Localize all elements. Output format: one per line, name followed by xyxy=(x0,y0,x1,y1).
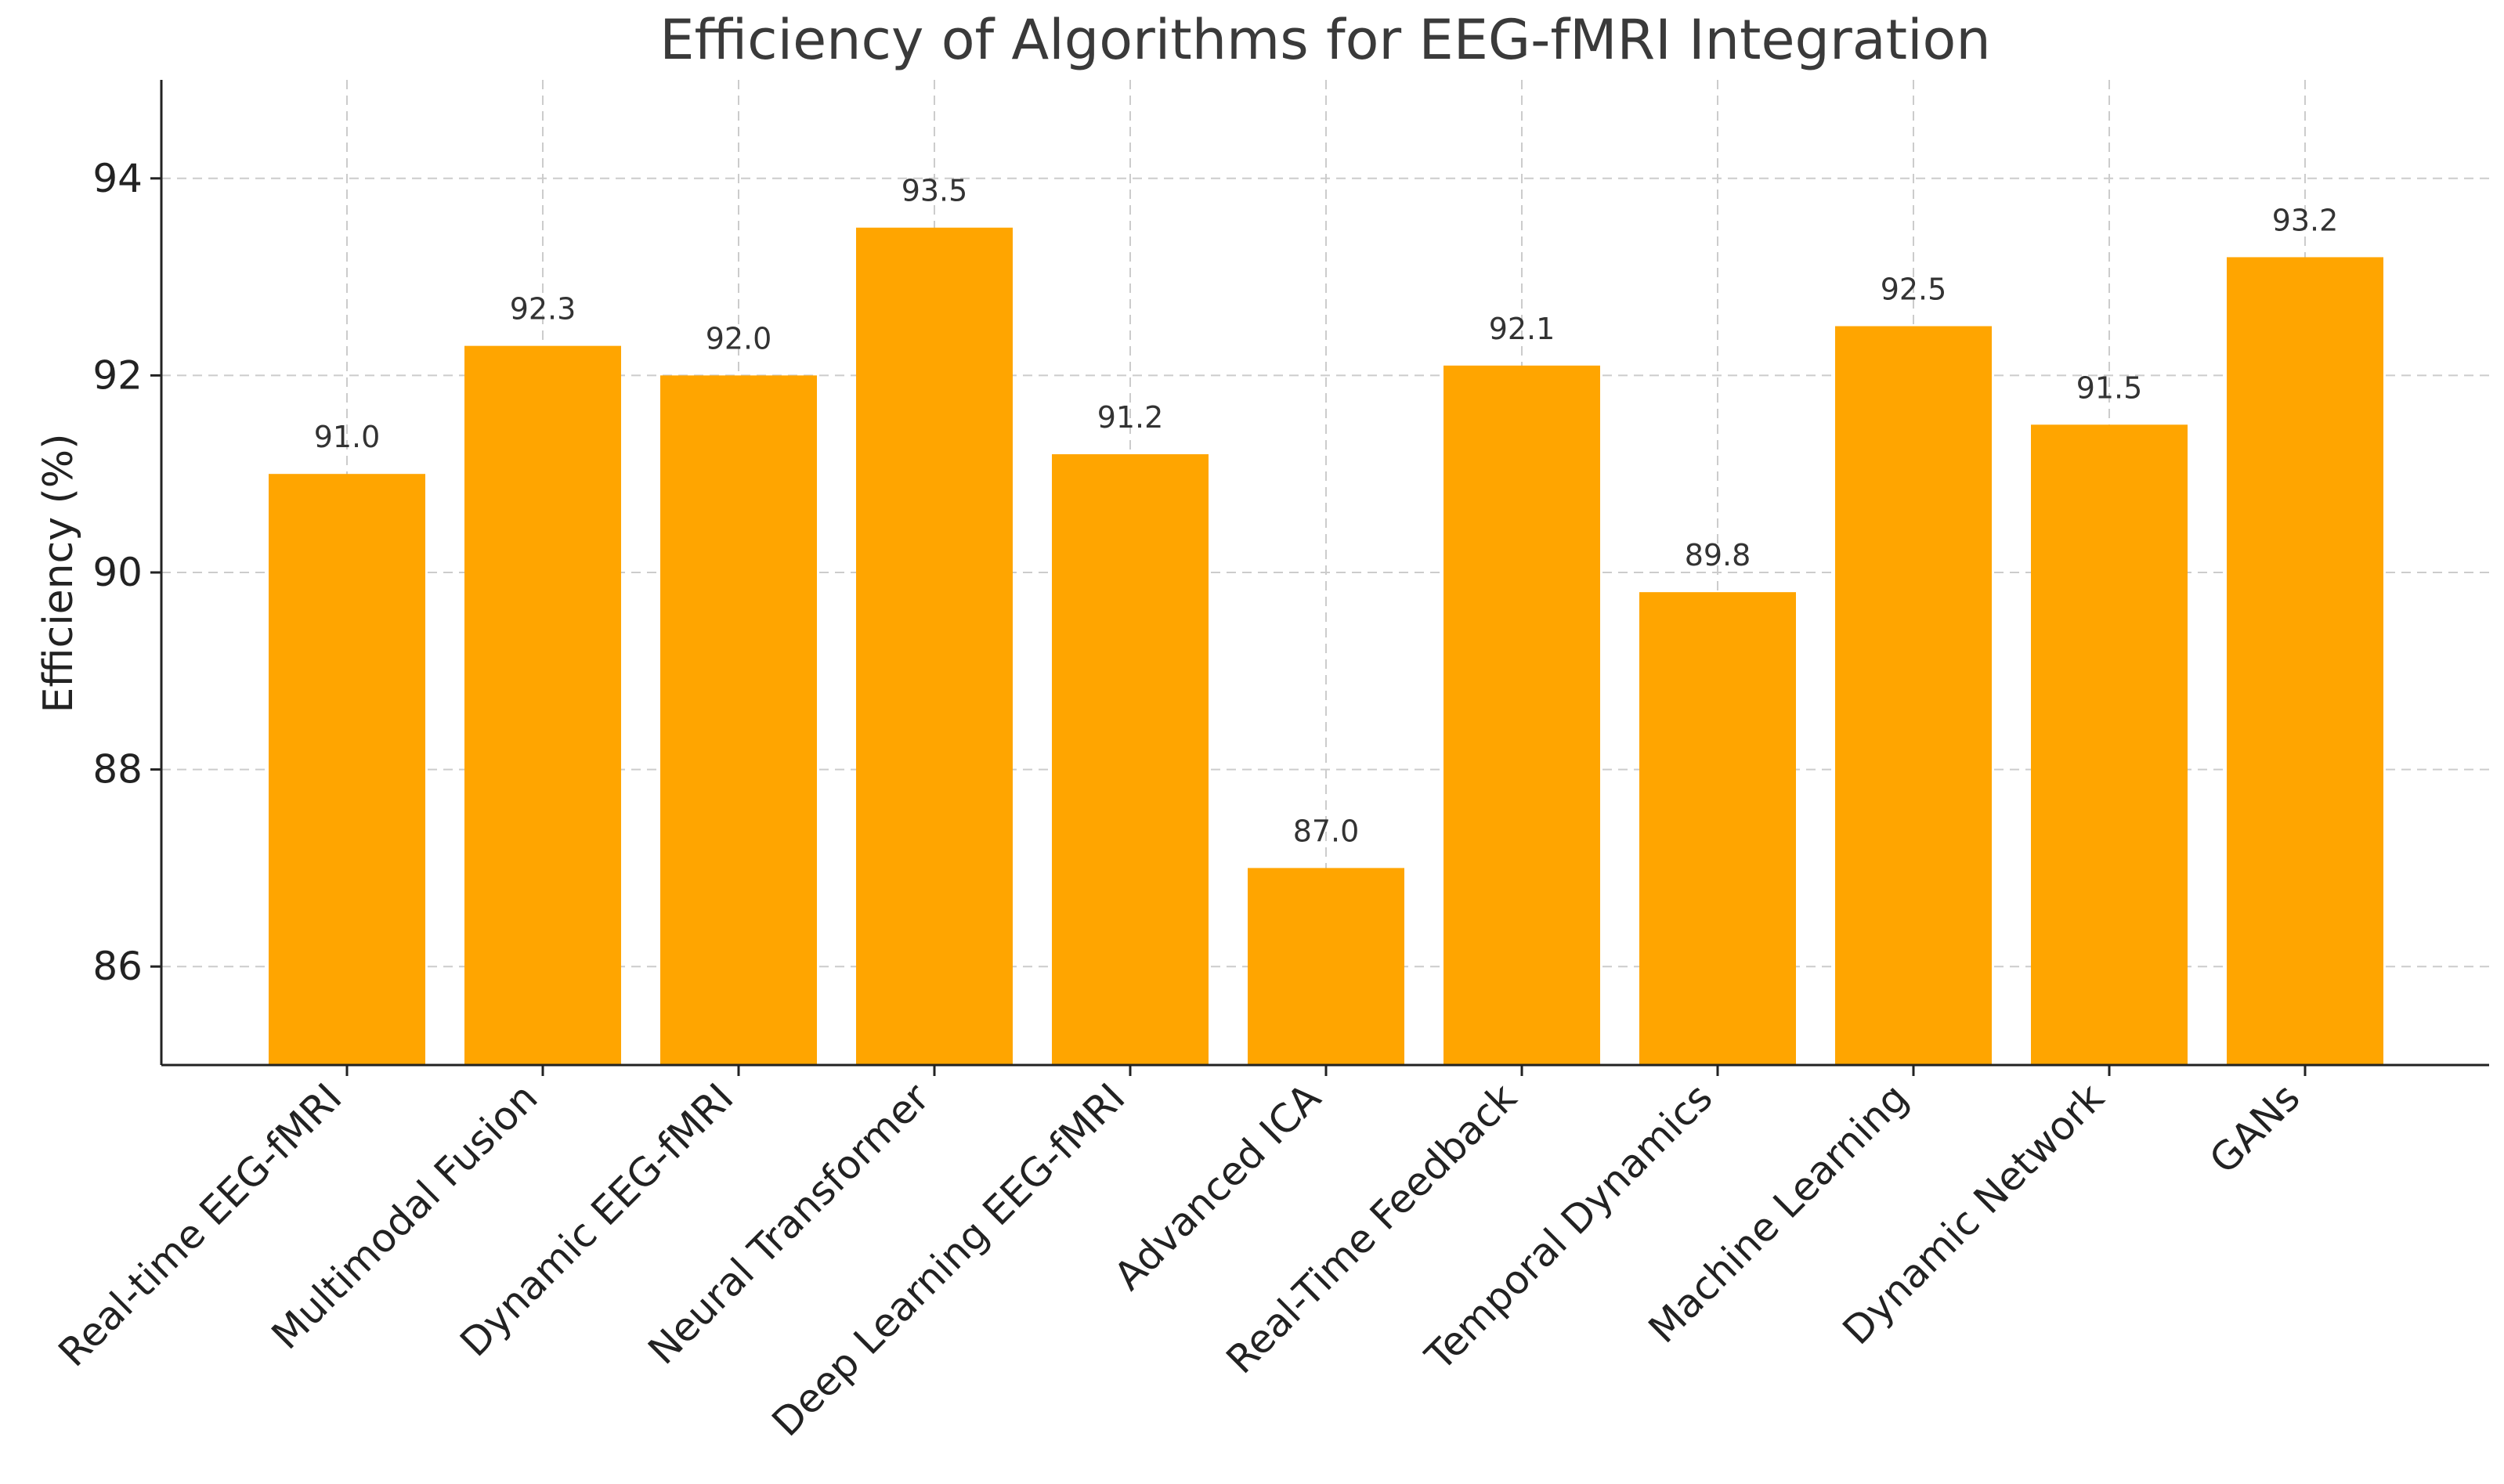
data-labels: 91.0 92.3 92.0 93.5 91.2 87.0 92.1 89.8 92.5 91.5… xyxy=(314,174,2339,849)
y-tick-label: 90 xyxy=(92,550,143,595)
data-label: 92.5 xyxy=(1881,273,1947,307)
y-tick-label: 86 xyxy=(92,944,143,989)
bar xyxy=(464,345,621,1065)
bar xyxy=(856,227,1013,1066)
bars xyxy=(269,227,2383,1066)
bar xyxy=(660,375,817,1065)
bar xyxy=(2031,424,2188,1065)
data-label: 89.8 xyxy=(1685,538,1751,572)
y-axis-ticks: 86 88 90 92 94 xyxy=(92,156,161,989)
data-label: 92.3 xyxy=(510,292,576,327)
y-axis-label: Efficiency (%) xyxy=(35,434,82,713)
data-label: 93.5 xyxy=(902,174,968,208)
bar xyxy=(269,474,425,1065)
data-label: 87.0 xyxy=(1293,814,1360,848)
y-tick-label: 92 xyxy=(92,352,143,398)
chart-title: Efficiency of Algorithms for EEG-fMRI In… xyxy=(659,8,1990,72)
data-label: 92.1 xyxy=(1489,312,1556,346)
data-label: 92.0 xyxy=(706,321,772,356)
data-label: 91.2 xyxy=(1097,400,1164,435)
bar xyxy=(1835,326,1992,1065)
bar xyxy=(1639,592,1796,1065)
data-label: 93.2 xyxy=(2272,203,2339,237)
bar xyxy=(1444,365,1600,1065)
bar xyxy=(1248,868,1404,1065)
y-tick-label: 88 xyxy=(92,747,143,793)
bar xyxy=(2227,257,2383,1066)
y-tick-label: 94 xyxy=(92,156,143,201)
bar xyxy=(1052,454,1209,1065)
data-label: 91.0 xyxy=(314,420,381,454)
data-label: 91.5 xyxy=(2076,370,2143,405)
